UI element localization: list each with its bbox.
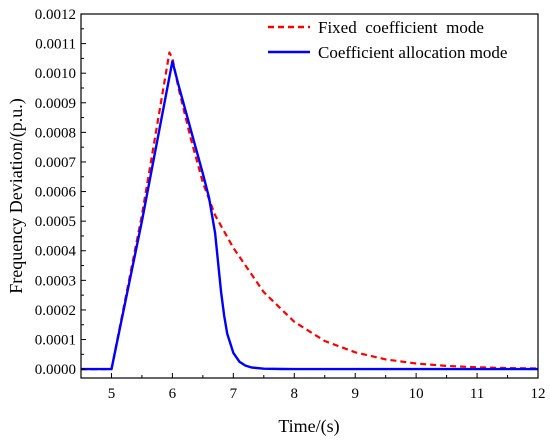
x-tick-label: 11 [470,386,484,402]
legend: Fixed coefficient mode Coefficient alloca… [268,18,507,62]
y-tick-label: 0.0005 [35,214,76,230]
y-tick-label: 0.0000 [35,362,76,378]
y-tick-label: 0.0012 [35,7,76,23]
x-tick-label: 8 [291,386,299,402]
x-tick-label: 5 [108,386,116,402]
x-tick-label: 9 [351,386,359,402]
y-axis-label: Frequency Deviation/(p.u.) [6,98,27,293]
y-tick-label: 0.0007 [35,155,77,171]
x-tick-label: 12 [531,386,546,402]
y-tick-label: 0.0010 [35,66,76,82]
x-axis: 5 6 7 8 9 10 11 12 [80,373,546,402]
y-axis: 0.0000 0.0001 0.0002 0.0003 0.0004 0.0005 0.00… [35,7,86,378]
y-tick-label: 0.0001 [35,333,76,349]
y-tick-label: 0.0006 [35,185,77,201]
y-tick-label: 0.0003 [35,273,76,289]
y-tick-label: 0.0002 [35,303,76,319]
y-tick-label: 0.0008 [35,125,76,141]
x-tick-label: 6 [169,386,177,402]
x-tick-label: 7 [230,386,238,402]
legend-label-1: Coefficient allocation mode [318,43,507,62]
y-tick-label: 0.0009 [35,96,76,112]
x-axis-label: Time/(s) [278,416,339,437]
y-tick-label: 0.0011 [35,37,76,53]
series-layer [81,51,538,371]
series-line-1 [81,60,538,371]
plot-frame [80,13,539,379]
y-tick-label: 0.0004 [35,244,77,260]
legend-label-0: Fixed coefficient mode [318,18,484,37]
series-line-0 [81,51,538,371]
x-tick-label: 10 [409,386,424,402]
